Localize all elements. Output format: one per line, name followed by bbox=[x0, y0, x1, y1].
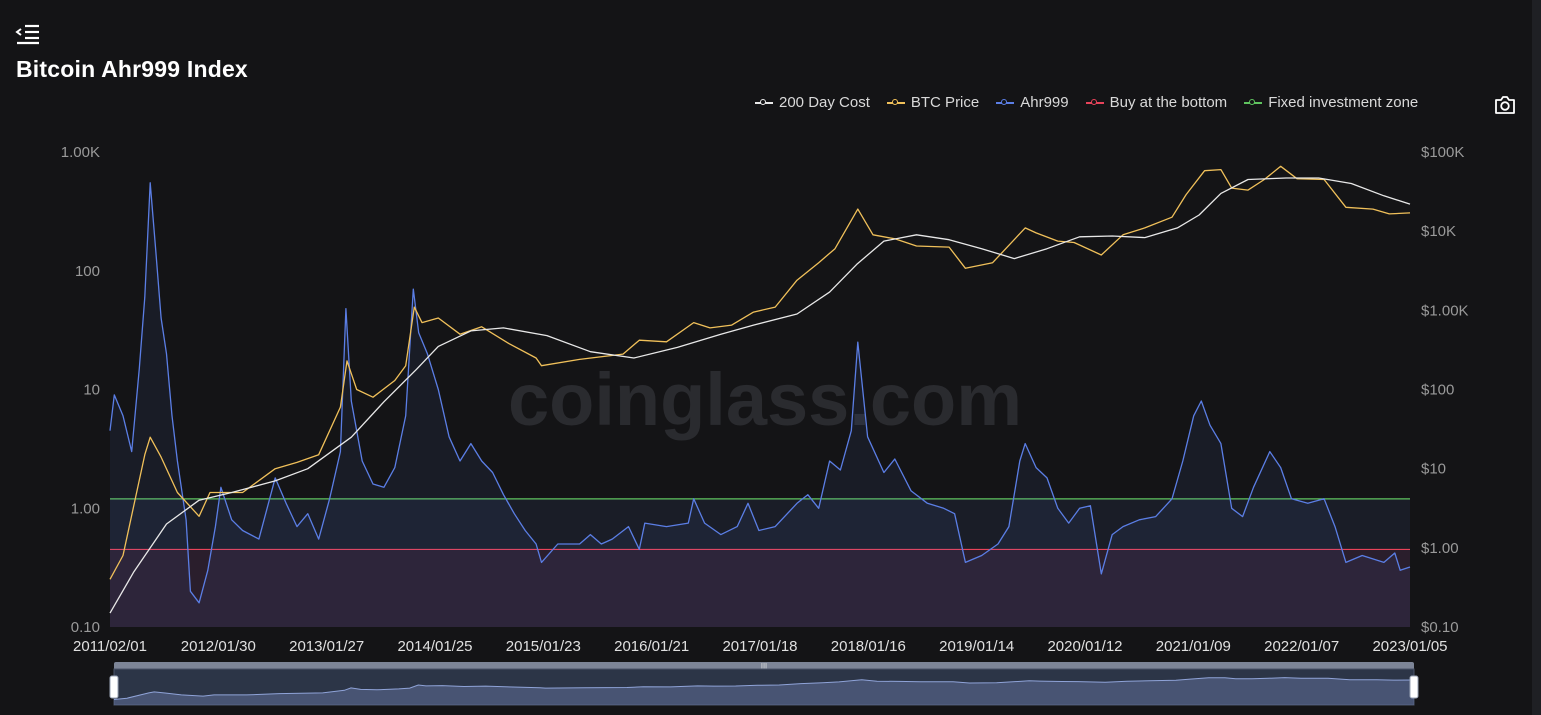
legend-item-btc-price[interactable]: BTC Price bbox=[886, 94, 980, 111]
x-tick-label: 2022/01/07 bbox=[1264, 638, 1339, 655]
y-right-tick-label: $1.00 bbox=[1421, 540, 1459, 557]
series-line-btc-price bbox=[109, 165, 1411, 580]
legend-label: Buy at the bottom bbox=[1109, 94, 1228, 111]
page-title: Bitcoin Ahr999 Index bbox=[16, 56, 248, 82]
zoom-drag-grip: ||| bbox=[761, 662, 767, 671]
y-right-tick-label: $0.10 bbox=[1421, 619, 1459, 636]
x-tick-label: 2017/01/18 bbox=[722, 638, 797, 655]
y-right-tick-label: $10 bbox=[1421, 461, 1446, 478]
buy-zone-fill bbox=[110, 549, 1410, 627]
y-right-tick-label: $100 bbox=[1421, 382, 1454, 399]
legend-swatch bbox=[1244, 98, 1263, 105]
legend-swatch bbox=[755, 98, 773, 105]
zoom-handle-right[interactable] bbox=[1409, 675, 1419, 699]
x-tick-label: 2013/01/27 bbox=[289, 638, 364, 655]
y-right-tick-label: $100K bbox=[1421, 144, 1464, 161]
x-tick-label: 2021/01/09 bbox=[1156, 638, 1231, 655]
camera-icon[interactable] bbox=[1494, 95, 1516, 115]
legend-label: Ahr999 bbox=[1020, 94, 1069, 111]
zoom-handle-left[interactable] bbox=[109, 675, 119, 699]
x-tick-label: 2014/01/25 bbox=[397, 638, 472, 655]
legend-label: BTC Price bbox=[910, 94, 980, 111]
x-tick-label: 2019/01/14 bbox=[939, 638, 1014, 655]
series-line-ahr999 bbox=[109, 182, 1411, 604]
x-tick-label: 2023/01/05 bbox=[1372, 638, 1447, 655]
x-tick-label: 2011/02/01 bbox=[73, 638, 147, 655]
x-tick-label: 2015/01/23 bbox=[506, 638, 581, 655]
ahr999-area bbox=[110, 182, 1410, 628]
y-left-tick-label: 10 bbox=[83, 382, 100, 399]
x-tick-label: 2012/01/30 bbox=[181, 638, 256, 655]
legend-item-200-day-cost[interactable]: 200 Day Cost bbox=[755, 94, 870, 111]
zoom-preview-line bbox=[113, 677, 1415, 700]
y-left-tick-label: 0.10 bbox=[71, 619, 100, 636]
zoom-preview-area bbox=[114, 677, 1414, 705]
watermark: coinglass.com bbox=[508, 358, 1022, 441]
legend-item-ahr999[interactable]: Ahr999 bbox=[996, 94, 1069, 111]
legend-swatch bbox=[1085, 98, 1104, 105]
y-right-tick-label: $10K bbox=[1421, 223, 1456, 240]
legend-item-buy-at-the-bottom[interactable]: Buy at the bottom bbox=[1085, 94, 1228, 111]
x-tick-label: 2020/01/12 bbox=[1047, 638, 1122, 655]
legend-label: 200 Day Cost bbox=[779, 94, 870, 111]
series-line-200-day-cost bbox=[109, 177, 1411, 614]
legend-swatch bbox=[886, 98, 905, 105]
scrollbar-track bbox=[1532, 0, 1541, 715]
zoom-slider-handle-bar[interactable] bbox=[114, 662, 1414, 670]
x-tick-label: 2018/01/16 bbox=[831, 638, 906, 655]
y-left-tick-label: 1.00 bbox=[71, 500, 100, 517]
y-left-tick-label: 100 bbox=[75, 263, 100, 280]
x-tick-label: 2016/01/21 bbox=[614, 638, 689, 655]
chart-legend: 200 Day Cost BTC Price Ahr999 Buy at the… bbox=[755, 94, 1418, 111]
y-right-tick-label: $1.00K bbox=[1421, 302, 1469, 319]
zoom-slider-window[interactable] bbox=[113, 668, 1415, 706]
legend-label: Fixed investment zone bbox=[1268, 94, 1419, 111]
legend-swatch bbox=[996, 98, 1015, 105]
menu-collapse-icon[interactable] bbox=[14, 20, 42, 48]
legend-item-fixed-investment-zone[interactable]: Fixed investment zone bbox=[1244, 94, 1418, 111]
y-left-tick-label: 1.00K bbox=[61, 144, 100, 161]
